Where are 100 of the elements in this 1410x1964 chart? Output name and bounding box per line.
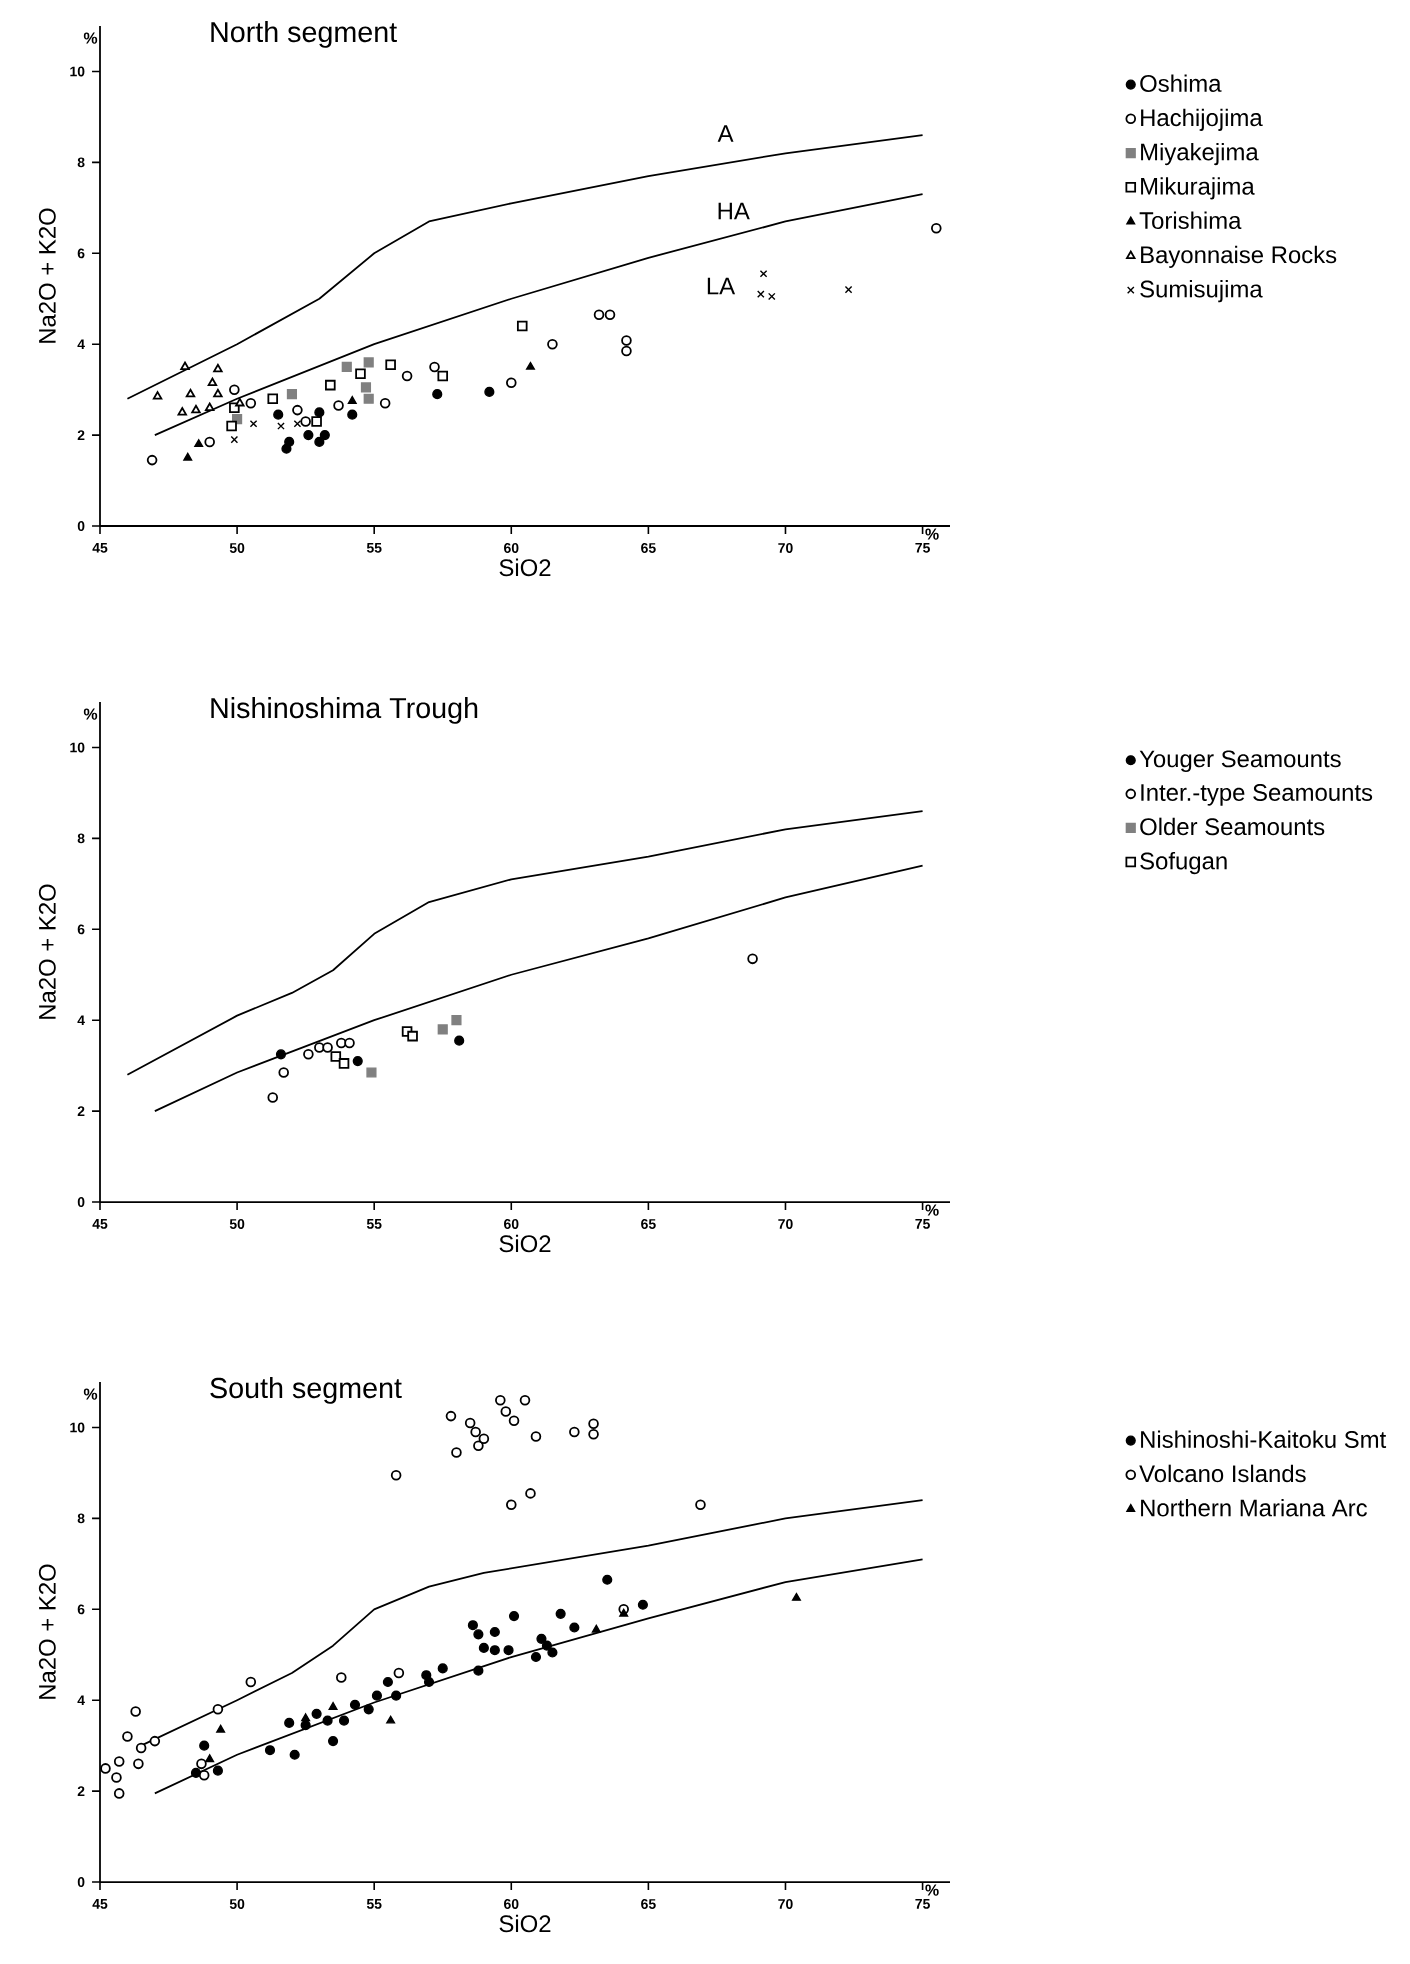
point bbox=[205, 1754, 215, 1763]
point bbox=[695, 1499, 706, 1511]
point bbox=[506, 1499, 517, 1511]
point bbox=[349, 1699, 361, 1710]
point bbox=[100, 1763, 111, 1774]
point bbox=[478, 1642, 489, 1654]
point bbox=[275, 1049, 287, 1060]
point bbox=[423, 1676, 435, 1688]
line-series bbox=[153, 193, 924, 437]
point bbox=[229, 384, 240, 395]
point bbox=[363, 393, 374, 404]
y-axis-title: Na2O + K2O bbox=[38, 1564, 56, 1699]
point bbox=[300, 416, 311, 427]
legend-label: Inter.-type Seamounts bbox=[1141, 784, 1373, 806]
point bbox=[338, 1058, 350, 1069]
x-axis-title: SiO2 bbox=[499, 558, 551, 577]
point bbox=[525, 1488, 536, 1499]
point bbox=[213, 388, 223, 398]
point bbox=[451, 1015, 462, 1026]
point bbox=[333, 400, 344, 411]
point bbox=[401, 370, 413, 382]
point bbox=[204, 436, 215, 448]
point bbox=[541, 1640, 553, 1651]
point bbox=[122, 1731, 133, 1742]
point bbox=[593, 309, 605, 320]
point bbox=[525, 361, 535, 370]
point bbox=[451, 1447, 462, 1458]
point bbox=[508, 1611, 520, 1622]
point bbox=[212, 1765, 223, 1776]
point bbox=[591, 1624, 601, 1633]
y-axis-title: Na2O + K2O bbox=[38, 884, 56, 1019]
point bbox=[536, 1633, 547, 1644]
y-axis-title: Na2O + K2O bbox=[38, 208, 56, 343]
point bbox=[314, 1042, 325, 1053]
legend-label: Hachijojima bbox=[1141, 108, 1263, 131]
point bbox=[470, 1426, 481, 1438]
point bbox=[185, 388, 196, 398]
point bbox=[199, 1740, 210, 1751]
point bbox=[621, 345, 632, 357]
chart-title: North segment bbox=[211, 21, 397, 48]
point bbox=[190, 1767, 202, 1779]
point bbox=[637, 1599, 648, 1610]
point bbox=[464, 1417, 476, 1429]
point bbox=[130, 1706, 141, 1717]
point bbox=[198, 1769, 210, 1781]
point bbox=[303, 430, 314, 441]
point bbox=[311, 416, 322, 427]
point bbox=[286, 389, 298, 400]
point bbox=[245, 1676, 257, 1688]
chart-title: South segment bbox=[210, 1377, 402, 1404]
x-axis-title: SiO2 bbox=[499, 1914, 551, 1933]
point bbox=[759, 269, 768, 278]
point bbox=[325, 379, 336, 391]
line-series bbox=[153, 864, 924, 1113]
point bbox=[495, 1394, 506, 1406]
point bbox=[194, 439, 204, 448]
point bbox=[382, 1676, 393, 1688]
point bbox=[226, 420, 237, 432]
point bbox=[264, 1745, 276, 1756]
point bbox=[516, 320, 528, 332]
point bbox=[506, 377, 517, 389]
point bbox=[177, 407, 187, 416]
point bbox=[336, 1672, 347, 1683]
point bbox=[111, 1772, 122, 1783]
point bbox=[344, 1037, 355, 1049]
point bbox=[191, 404, 201, 414]
point bbox=[207, 377, 218, 386]
point bbox=[278, 1067, 289, 1078]
point bbox=[473, 1665, 484, 1676]
point bbox=[747, 953, 758, 965]
point bbox=[284, 436, 295, 448]
point bbox=[152, 391, 163, 400]
legend-label: Miyakejima bbox=[1141, 142, 1259, 166]
point bbox=[519, 1394, 531, 1406]
point bbox=[454, 1035, 465, 1046]
legend-label: Torishima bbox=[1139, 211, 1242, 229]
point bbox=[319, 430, 330, 441]
point bbox=[133, 1758, 144, 1770]
point bbox=[293, 419, 302, 428]
point bbox=[791, 1592, 801, 1601]
point bbox=[500, 1406, 512, 1417]
point bbox=[113, 1756, 125, 1767]
point bbox=[355, 368, 366, 380]
point bbox=[352, 1056, 363, 1067]
point bbox=[508, 1415, 520, 1426]
point bbox=[196, 1758, 207, 1770]
point bbox=[385, 359, 396, 370]
point bbox=[429, 361, 440, 373]
point bbox=[569, 1622, 580, 1633]
point bbox=[230, 435, 239, 444]
point bbox=[216, 1724, 226, 1733]
point bbox=[931, 223, 942, 234]
line-series bbox=[153, 1558, 924, 1795]
point bbox=[478, 1433, 490, 1445]
point bbox=[328, 1701, 338, 1710]
point bbox=[212, 1704, 224, 1715]
point bbox=[621, 335, 632, 346]
point bbox=[113, 1788, 125, 1799]
point bbox=[588, 1429, 599, 1440]
point bbox=[467, 1620, 478, 1631]
